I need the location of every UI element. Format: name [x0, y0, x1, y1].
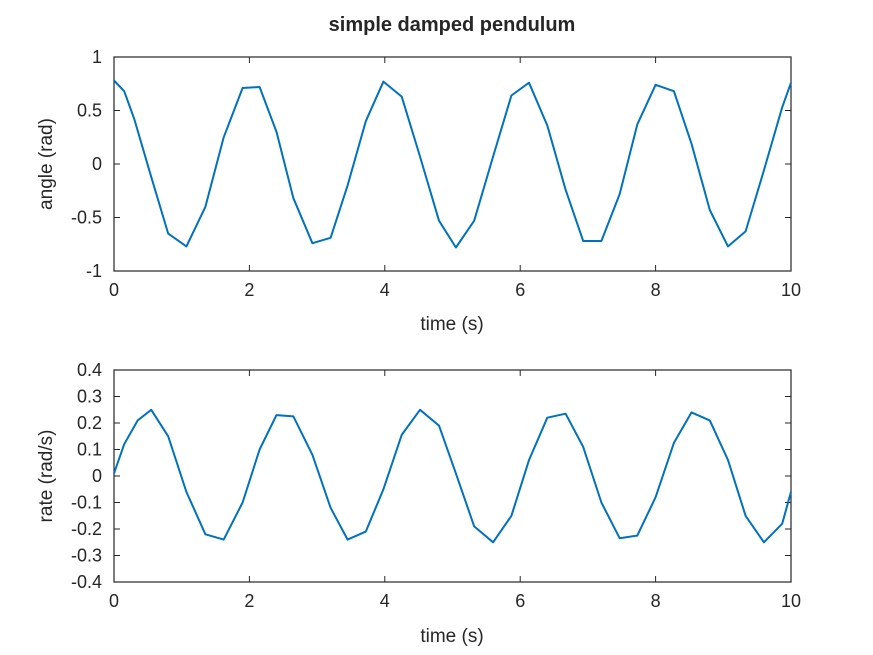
angle-y-tick-label: 0.5 [77, 101, 102, 121]
angle-axes: 0 2 4 6 8 10 -1 -0.5 0 0.5 1 time (s) angle (rad) [36, 47, 801, 335]
rate-y-tick-label: 0.4 [77, 360, 102, 380]
angle-y-tick-label: 1 [92, 47, 102, 67]
angle-x-tick-label: 8 [651, 280, 661, 300]
rate-y-axis-label: rate (rad/s) [36, 430, 57, 523]
rate-series-line [113, 408, 792, 544]
angle-y-axis-label: angle (rad) [36, 118, 57, 210]
rate-y-tick-label: -0.4 [71, 572, 102, 592]
figure-title: simple damped pendulum [329, 14, 576, 36]
rate-x-tick-label: 10 [781, 591, 801, 611]
angle-x-tick-label: 0 [109, 280, 119, 300]
rate-y-tick-label: 0.2 [77, 413, 102, 433]
angle-y-tick-label: -1 [86, 261, 102, 281]
rate-y-ticks: -0.4 -0.3 -0.2 -0.1 0 0.1 0.2 0.3 0.4 [71, 360, 791, 592]
angle-x-tick-label: 10 [781, 280, 801, 300]
rate-axes: 0 2 4 6 8 10 -0.4 -0.3 -0.2 -0.1 0 0.1 0.2 0.3 0.4 ti… [36, 360, 801, 647]
rate-x-tick-label: 4 [380, 591, 390, 611]
angle-x-tick-label: 6 [515, 280, 525, 300]
angle-y-tick-label: -0.5 [71, 208, 102, 228]
rate-x-axis-label: time (s) [420, 626, 483, 647]
angle-y-tick-label: 0 [92, 154, 102, 174]
rate-x-tick-label: 6 [515, 591, 525, 611]
rate-x-tick-label: 8 [651, 591, 661, 611]
rate-x-ticks: 0 2 4 6 8 10 [109, 370, 801, 611]
angle-series-line [113, 79, 792, 249]
angle-y-ticks: -1 -0.5 0 0.5 1 [71, 47, 791, 281]
rate-y-tick-label: 0 [92, 466, 102, 486]
angle-x-ticks: 0 2 4 6 8 10 [109, 57, 801, 300]
angle-x-tick-label: 4 [380, 280, 390, 300]
rate-y-tick-label: 0.1 [77, 440, 102, 460]
angle-x-axis-label: time (s) [420, 314, 483, 335]
rate-y-tick-label: -0.2 [71, 519, 102, 539]
rate-y-tick-label: 0.3 [77, 387, 102, 407]
angle-x-tick-label: 2 [244, 280, 254, 300]
rate-x-tick-label: 0 [109, 591, 119, 611]
rate-x-tick-label: 2 [244, 591, 254, 611]
rate-y-tick-label: -0.3 [71, 546, 102, 566]
rate-y-tick-label: -0.1 [71, 493, 102, 513]
